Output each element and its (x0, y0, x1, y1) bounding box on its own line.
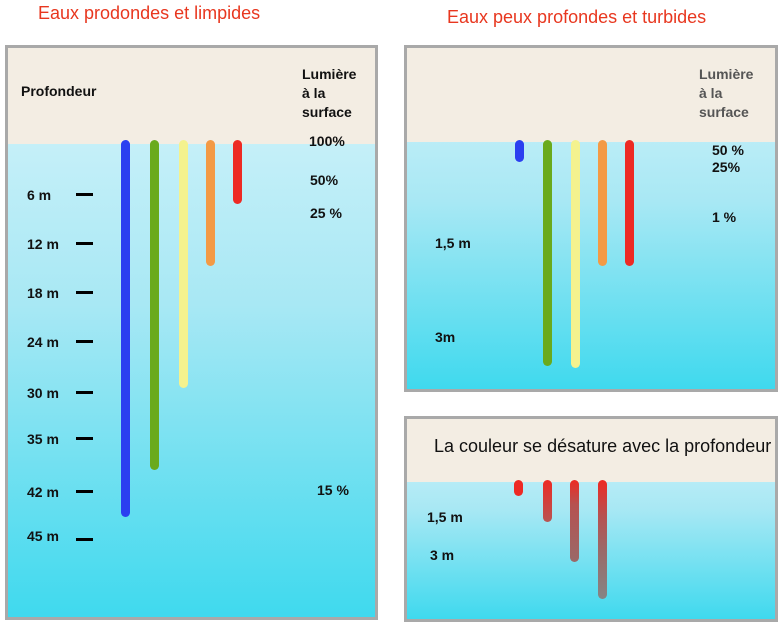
depth-tick (76, 340, 93, 343)
depth-tick (76, 437, 93, 440)
depth-tick (76, 538, 93, 541)
light-percent: 50 % (712, 142, 744, 158)
red-light-bar (625, 140, 634, 266)
depth-label: 1,5 m (435, 235, 471, 251)
surface-area (407, 48, 775, 142)
light-percent: 25% (712, 159, 741, 175)
depth-label: 6 m (27, 187, 52, 203)
light-header: Lumière à la surface (302, 65, 356, 122)
light-header-line: Lumière (699, 66, 754, 82)
red-light-bar (514, 480, 523, 496)
light-percent: 25 % (310, 205, 342, 221)
depth-label: 45 m (27, 528, 59, 544)
depth-label: 35 m (27, 431, 59, 447)
red-light-bar (233, 140, 242, 204)
depth-tick (76, 391, 93, 394)
depth-label: 12 m (27, 236, 59, 252)
light-percent: 100% (309, 133, 345, 149)
yellow-light-bar (179, 140, 188, 388)
desaturation-panel: La couleur se désature avec la profondeu… (404, 416, 778, 622)
green-light-bar (543, 140, 552, 366)
light-header-line: à la (699, 85, 723, 101)
desaturation-caption: La couleur se désature avec la profondeu… (434, 436, 772, 456)
depth-tick (76, 291, 93, 294)
orange-light-bar (598, 140, 607, 266)
light-header-line: Lumière (302, 66, 357, 82)
depth-label: 30 m (27, 385, 59, 401)
light-percent: 50% (310, 172, 339, 188)
orange-light-bar (206, 140, 215, 266)
depth-tick (76, 242, 93, 245)
depth-header: Profondeur (21, 83, 97, 99)
caption-area (407, 419, 775, 482)
light-header-line: surface (699, 104, 749, 120)
light-header-line: surface (302, 104, 352, 120)
left-title: Eaux prodondes et limpides (38, 3, 261, 23)
deep-clear-water-panel: Profondeur Lumière à la surface 6 m 12 m… (5, 45, 378, 620)
shallow-turbid-water-panel: Lumière à la surface 50 % 25% 1 % 1,5 m … (404, 45, 778, 392)
depth-label: 24 m (27, 334, 59, 350)
depth-tick (76, 490, 93, 493)
right-title: Eaux peux profondes et turbides (447, 7, 707, 27)
light-header-line: à la (302, 85, 326, 101)
yellow-light-bar (571, 140, 580, 368)
light-percent: 15 % (317, 482, 349, 498)
blue-light-bar (515, 140, 524, 162)
green-light-bar (150, 140, 159, 470)
light-percent: 1 % (712, 209, 737, 225)
desaturated-red-bar (543, 480, 552, 522)
depth-label: 3 m (430, 547, 455, 563)
depth-label: 1,5 m (427, 509, 463, 525)
light-header: Lumière à la surface (699, 65, 753, 122)
blue-light-bar (121, 140, 130, 517)
depth-tick (76, 193, 93, 196)
surface-area (8, 48, 375, 144)
depth-label: 3m (435, 329, 456, 345)
depth-label: 18 m (27, 285, 59, 301)
gray-red-bar (598, 480, 607, 599)
depth-label: 42 m (27, 484, 59, 500)
desaturated-red-gray-bar (570, 480, 579, 562)
